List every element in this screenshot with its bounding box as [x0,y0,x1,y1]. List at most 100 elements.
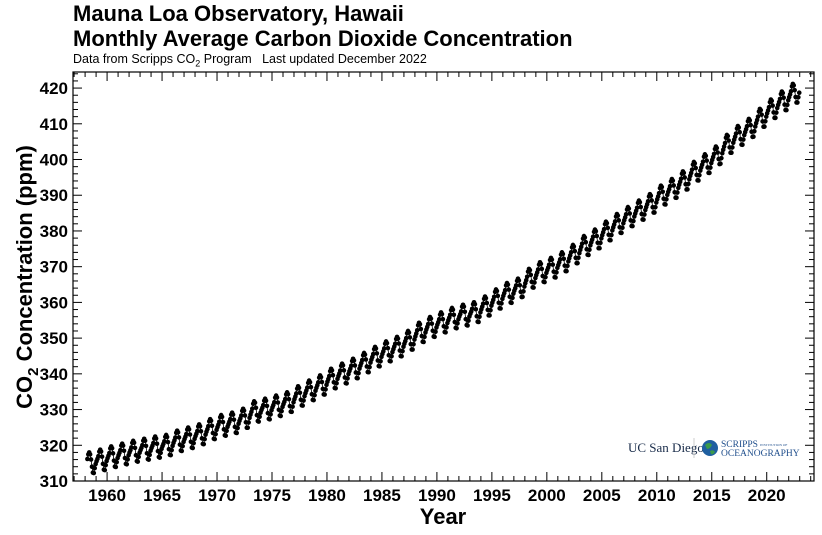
data-point [136,454,141,460]
data-point [583,239,589,245]
data-point [451,312,457,318]
data-point [329,368,335,373]
source-note: Data from Scripps CO2 Program Last updat… [73,52,427,69]
data-point [627,211,633,216]
data-point [403,335,409,341]
data-point [279,408,284,414]
data-point [96,453,101,459]
data-point [477,314,482,320]
data-point [759,112,764,117]
data-point [362,352,368,357]
data-point [87,452,93,457]
data-point [466,318,471,323]
data-point [260,402,266,408]
data-point [99,454,105,459]
data-point [645,198,651,204]
data-point [176,435,182,440]
plot-frame [72,71,815,482]
data-point [719,155,724,161]
data-point [609,232,614,238]
data-point [151,440,156,446]
data-point [758,107,764,113]
data-point [315,380,321,385]
data-point [175,430,181,435]
data-point [539,266,545,272]
data-point [582,235,588,240]
data-point [129,445,134,450]
data-point [675,190,680,195]
data-point [472,301,478,307]
data-point [334,380,339,386]
data-point [169,447,174,453]
data-point [604,220,610,226]
data-point [367,364,372,370]
data-point [198,428,204,434]
data-point [528,272,534,278]
data-point [333,385,338,391]
data-point [615,213,621,218]
data-point [220,419,226,425]
data-point [631,218,636,224]
data-point [773,115,778,121]
data-point [590,234,596,239]
data-point [340,363,346,368]
data-point [780,90,786,96]
data-point [165,439,171,445]
data-point [630,223,635,229]
data-point [796,90,802,96]
data-point [788,88,794,94]
data-point [598,240,603,246]
data-point [429,321,435,326]
data-point [671,183,677,188]
data-point [774,110,779,115]
data-point [356,370,361,376]
y-tick-label: 360 [40,293,68,312]
data-point [440,316,446,322]
data-point [352,363,358,368]
data-point [91,470,97,476]
data-point [164,434,170,440]
data-point [495,293,501,299]
data-point [92,465,98,471]
data-point [579,241,585,246]
data-point [542,279,547,285]
data-point [246,420,251,425]
data-point [473,306,479,312]
data-point [550,262,556,267]
data-point [245,425,251,431]
data-point [422,334,427,340]
source-note-sub: 2 [195,58,201,69]
data-point [722,140,728,146]
data-point [241,408,247,413]
data-point [407,335,413,340]
data-point [395,336,401,341]
data-point [219,414,225,420]
data-point [689,167,695,172]
data-point [725,133,731,139]
data-point [469,306,475,312]
data-point [158,450,163,456]
data-point [546,262,552,267]
data-point [653,204,658,210]
data-point [587,247,592,253]
data-point [553,275,558,280]
data-point [323,387,328,392]
data-point [557,257,563,262]
data-point [425,321,431,327]
data-point [118,447,123,453]
data-point [399,353,404,359]
data-point [98,449,104,454]
data-point [162,438,167,444]
x-tick-label: 1975 [253,486,291,505]
data-point [201,441,207,447]
data-point [311,397,316,403]
data-point [406,330,412,335]
data-point [575,260,580,266]
data-point [282,396,288,402]
data-point [718,161,723,167]
data-point [103,462,109,468]
data-point [439,311,445,317]
data-point [554,270,559,275]
data-point [634,205,640,211]
data-point [458,309,464,314]
